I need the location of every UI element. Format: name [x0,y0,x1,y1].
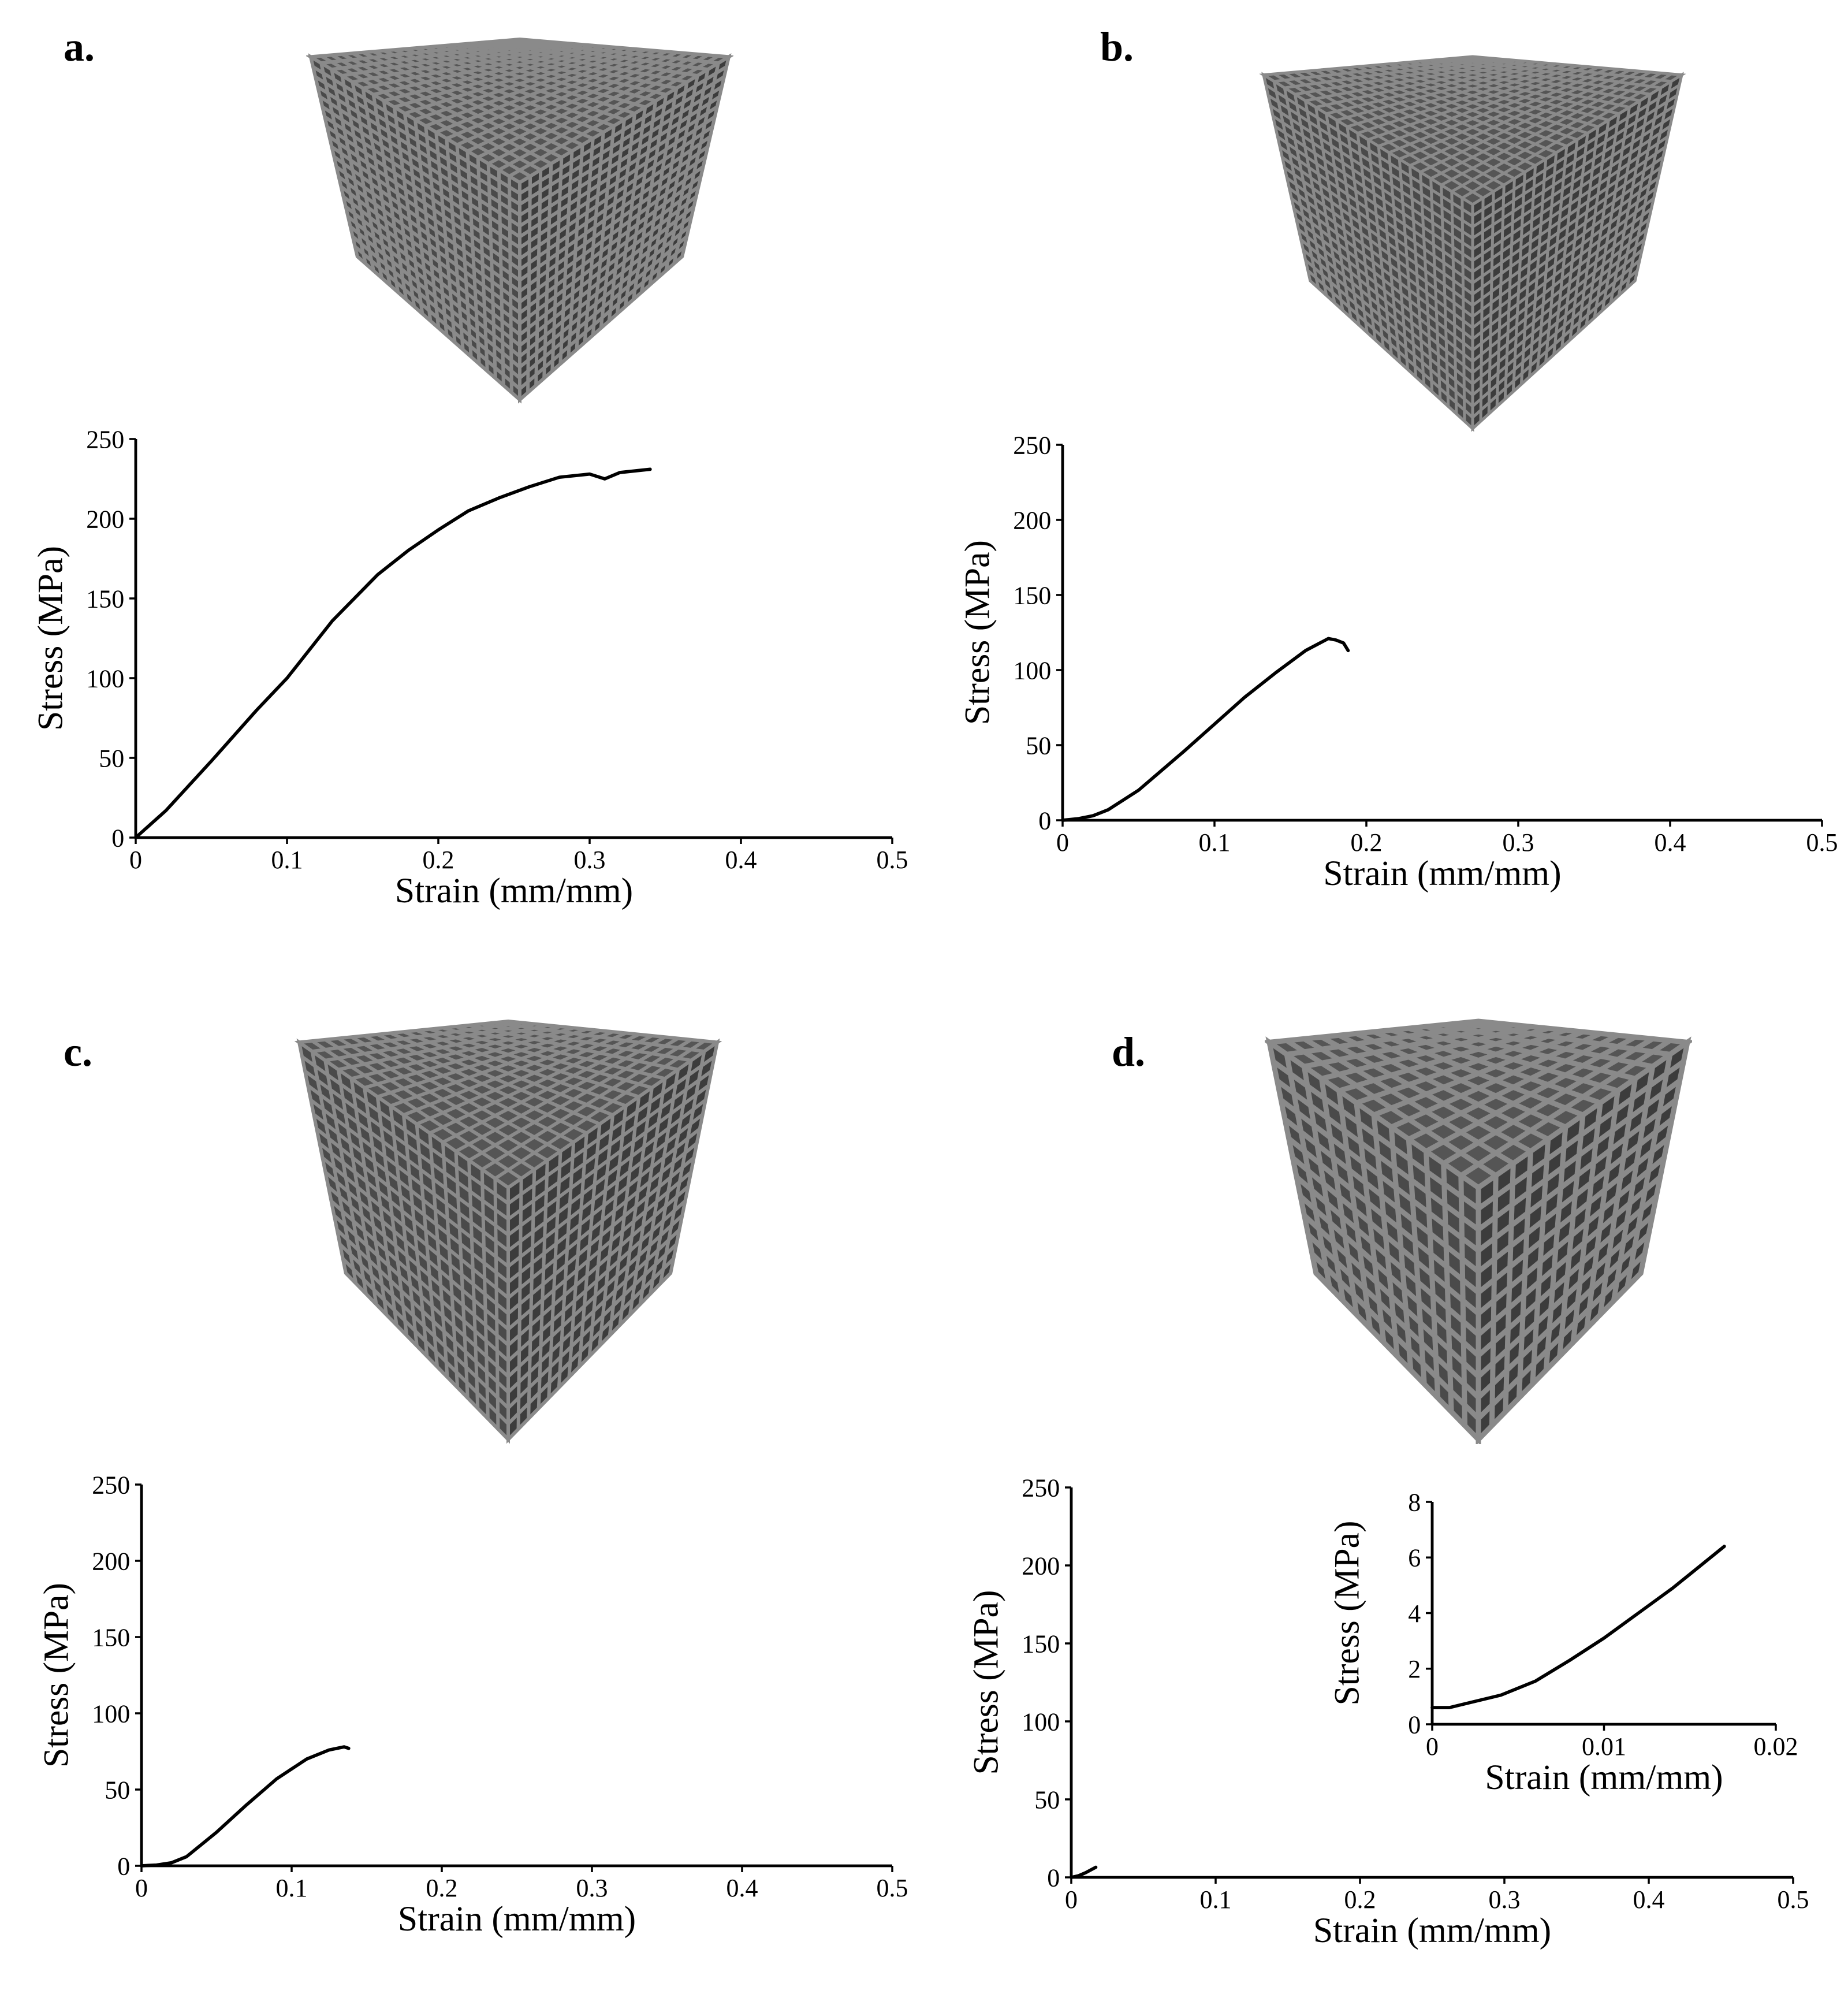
chart-c-x-tick-label: 0.3 [576,1874,608,1902]
chart-d-inset-x-axis-label: Strain (mm/mm) [1485,1758,1723,1797]
chart-d-x-tick-label: 0.2 [1344,1885,1376,1914]
lattice-cube-d [1265,1018,1692,1444]
chart-c-x-tick-label: 0.1 [276,1874,308,1902]
chart-d-y-tick-label: 100 [1022,1708,1060,1736]
chart-c-x-axis-label: Strain (mm/mm) [398,1899,636,1939]
chart-d-inset-y-axis-label: Stress (MPa) [1327,1521,1366,1706]
chart-d-x-axis-label: Strain (mm/mm) [1313,1911,1551,1950]
cubic-lattice-icon [306,37,733,404]
chart-a-x-tick-label: 0.3 [574,846,606,874]
chart-b-y-tick-label: 200 [1013,506,1051,534]
chart-b-x-axis-label: Strain (mm/mm) [1323,854,1561,893]
stress-strain-chart-b: 0 0.1 0.2 0.3 0.4 0.5 0 50 100 150 200 250 Strain (m… [957,431,1838,893]
chart-c-y-tick-label: 50 [105,1776,130,1804]
chart-a-x-tick-label: 0.5 [877,846,908,874]
chart-b-x-tick-label: 0 [1056,828,1069,857]
chart-b-x-tick-label: 0.5 [1806,828,1838,857]
chart-d-y-tick-label: 150 [1022,1630,1060,1658]
chart-b-y-axis-label: Stress (MPa) [957,540,997,725]
chart-d-inset-x-tick-label: 0.01 [1582,1732,1626,1761]
panel-label-d: d. [1112,1029,1146,1075]
chart-c-y-tick-label: 100 [92,1699,130,1728]
lattice-cube-b [1259,55,1686,432]
lattice-cube-a [306,37,733,404]
chart-c-y-tick-label: 0 [117,1852,130,1880]
cross-lattice-icon [1265,1018,1692,1444]
chart-d-x-tick-label: 0.3 [1489,1885,1521,1914]
chart-a-y-axis-label: Stress (MPa) [31,546,70,731]
chart-d-inset-x-tick-label: 0 [1426,1732,1439,1761]
chart-d-y-tick-label: 50 [1034,1786,1060,1814]
chart-a-x-tick-label: 0.2 [423,846,454,874]
chart-d-inset-y-tick-label: 0 [1408,1710,1421,1739]
chart-b-x-tick-label: 0.2 [1351,828,1383,857]
chart-d-inset-x-tick-label: 0.02 [1754,1732,1798,1761]
chart-c-x-tick-label: 0.2 [426,1874,458,1902]
chart-a-y-tick-label: 250 [86,425,124,453]
chart-d-inset-series-line [1430,1545,1726,1709]
lattice-cube-c [295,1019,722,1444]
chart-c-y-axis-label: Stress (MPa) [36,1583,76,1768]
chart-d-y-axis-label: Stress (MPa) [966,1590,1005,1775]
chart-d-inset-y-tick-label: 4 [1408,1600,1421,1628]
panel-label-b: b. [1100,24,1134,70]
chart-c-x-tick-label: 0.5 [877,1874,908,1902]
chart-c-y-tick-label: 200 [92,1547,130,1575]
chart-a-x-axis-label: Strain (mm/mm) [395,871,633,910]
chart-a-y-tick-label: 0 [111,824,124,852]
chart-a-x-tick-label: 0.1 [271,846,303,874]
panel-label-a: a. [64,24,95,70]
chart-c-series-line [140,1745,351,1868]
cubic-lattice-icon [1259,55,1686,432]
cubic-lattice-icon [295,1019,722,1444]
chart-c-y-tick-label: 150 [92,1623,130,1651]
chart-d-x-tick-label: 0.1 [1200,1885,1232,1914]
stress-strain-chart-a: 0 0.1 0.2 0.3 0.4 0.5 0 50 100 150 200 250 Strain (m… [31,425,908,910]
chart-d-x-tick-label: 0 [1065,1885,1078,1914]
chart-c-x-tick-label: 0.4 [726,1874,758,1902]
chart-d-inset-y-tick-label: 2 [1408,1655,1421,1683]
chart-d-y-tick-label: 200 [1022,1552,1060,1580]
chart-d-series-line [1070,1865,1098,1879]
panel-label-c: c. [64,1029,92,1075]
chart-b-x-tick-label: 0.4 [1655,828,1686,857]
chart-d-inset-y-tick-label: 6 [1408,1544,1421,1572]
chart-a-y-tick-label: 100 [86,664,124,693]
chart-b-y-tick-label: 150 [1013,581,1051,609]
chart-a-y-tick-label: 50 [99,744,124,772]
chart-a-y-tick-label: 150 [86,585,124,613]
chart-d-x-tick-label: 0.5 [1778,1885,1809,1914]
chart-b-y-tick-label: 0 [1038,806,1051,835]
chart-c-x-tick-label: 0 [135,1874,148,1902]
chart-b-y-tick-label: 50 [1026,731,1051,760]
chart-b-x-tick-label: 0.3 [1503,828,1534,857]
stress-strain-chart-c: 0 0.1 0.2 0.3 0.4 0.5 0 50 100 150 200 250 Strain (m… [36,1471,908,1939]
chart-b-y-tick-label: 250 [1013,431,1051,459]
chart-a-x-tick-label: 0 [129,846,142,874]
chart-b-series-line [1061,637,1350,822]
chart-d-y-tick-label: 250 [1022,1474,1060,1502]
chart-c-y-tick-label: 250 [92,1471,130,1499]
chart-a-series-line [134,467,652,839]
chart-d-y-tick-label: 0 [1047,1863,1060,1892]
chart-b-y-tick-label: 100 [1013,656,1051,685]
chart-b-x-tick-label: 0.1 [1199,828,1231,857]
chart-a-x-tick-label: 0.4 [725,846,757,874]
chart-d-x-tick-label: 0.4 [1633,1885,1665,1914]
chart-a-y-tick-label: 200 [86,505,124,533]
chart-d-inset-y-tick-label: 8 [1408,1488,1421,1516]
